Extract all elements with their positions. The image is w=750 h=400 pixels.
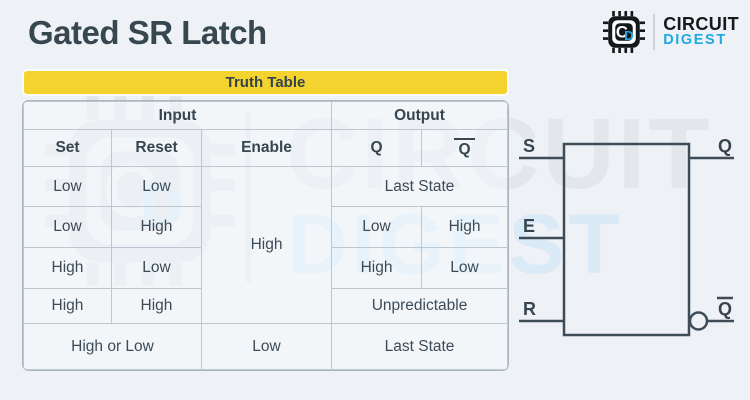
cell-r1-set: Low — [23, 166, 112, 207]
cell-r2-q-bar: High — [421, 206, 508, 248]
cell-r4-set: High — [23, 288, 112, 324]
group-header-output: Output — [331, 101, 508, 130]
cell-r4-output: Unpredictable — [331, 288, 508, 324]
cell-r2-q: Low — [331, 206, 423, 248]
latch-body — [562, 142, 691, 337]
group-header-input: Input — [23, 101, 333, 130]
col-header-q-bar: Q — [421, 129, 508, 167]
cell-r1-output: Last State — [331, 166, 508, 207]
q-bar-overline-label: Q — [454, 137, 475, 158]
label-r: R — [523, 299, 536, 319]
circuitdigest-chip-icon: C D — [603, 11, 646, 53]
chip-letter-c: C — [616, 23, 628, 42]
brand-divider — [653, 14, 656, 50]
col-header-reset: Reset — [111, 129, 202, 167]
label-q: Q — [718, 136, 732, 156]
cell-r4-reset: High — [111, 288, 202, 324]
gated-sr-latch-diagram: S E R Q Q — [519, 136, 734, 337]
label-s: S — [523, 136, 535, 156]
truth-table: Input Output Set Reset Enable Q Q Low Lo… — [22, 100, 509, 371]
col-header-q: Q — [331, 129, 423, 167]
truth-table-caption: Truth Table — [22, 69, 509, 96]
label-q-bar: Q — [718, 299, 732, 319]
brand-logo: C D CIRCUIT DIGEST — [603, 11, 739, 53]
cell-r2-set: Low — [23, 206, 112, 248]
cell-r5-output: Last State — [331, 323, 508, 370]
chip-letter-d: D — [624, 28, 633, 43]
cell-r1-reset: Low — [111, 166, 202, 207]
table-row: High or Low Low Last State — [23, 323, 508, 370]
cell-r3-q: High — [331, 247, 423, 289]
page-title: Gated SR Latch — [28, 14, 267, 51]
col-header-set: Set — [23, 129, 112, 167]
cell-r2-reset: High — [111, 206, 202, 248]
table-row: Low Low High Last State — [23, 166, 508, 324]
label-e: E — [523, 216, 535, 236]
col-header-enable: Enable — [200, 129, 333, 167]
cell-r3-reset: Low — [111, 247, 202, 289]
cell-r5-set-reset: High or Low — [23, 323, 202, 370]
inversion-bubble — [688, 311, 709, 331]
cell-enable-high: High — [200, 166, 333, 324]
brand-name-digest: DIGEST — [663, 32, 727, 49]
cell-r3-q-bar: Low — [421, 247, 508, 289]
cell-r3-set: High — [23, 247, 112, 289]
brand-name-circuit: CIRCUIT — [663, 13, 739, 34]
cell-r5-enable: Low — [200, 323, 333, 370]
